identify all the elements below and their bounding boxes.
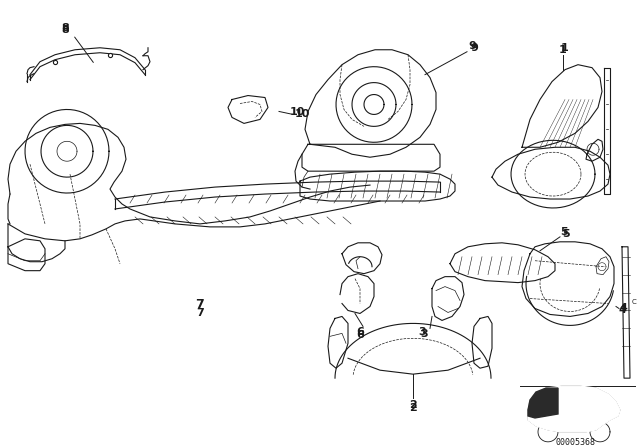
Text: 4: 4 bbox=[618, 306, 626, 315]
Text: 4: 4 bbox=[620, 303, 628, 314]
Text: 7: 7 bbox=[196, 298, 204, 311]
Text: 7: 7 bbox=[196, 309, 204, 319]
Text: 5: 5 bbox=[562, 229, 570, 239]
Text: 2: 2 bbox=[409, 403, 417, 413]
Text: 6: 6 bbox=[356, 330, 364, 340]
Text: 00005368: 00005368 bbox=[555, 438, 595, 447]
Text: 2: 2 bbox=[409, 400, 417, 410]
Text: 6: 6 bbox=[356, 327, 364, 337]
Text: 9: 9 bbox=[470, 43, 478, 53]
Text: 10: 10 bbox=[289, 108, 305, 117]
Text: 1: 1 bbox=[559, 45, 567, 55]
Polygon shape bbox=[528, 386, 620, 432]
Polygon shape bbox=[528, 388, 558, 418]
Text: 1: 1 bbox=[561, 43, 569, 53]
Text: C: C bbox=[632, 298, 637, 305]
Text: 8: 8 bbox=[61, 25, 69, 35]
Text: 5: 5 bbox=[560, 227, 568, 237]
Text: 3: 3 bbox=[419, 327, 426, 337]
Text: 8: 8 bbox=[61, 23, 69, 33]
Text: 3: 3 bbox=[420, 329, 428, 339]
Text: 9: 9 bbox=[468, 41, 476, 51]
Text: 10: 10 bbox=[295, 109, 310, 120]
